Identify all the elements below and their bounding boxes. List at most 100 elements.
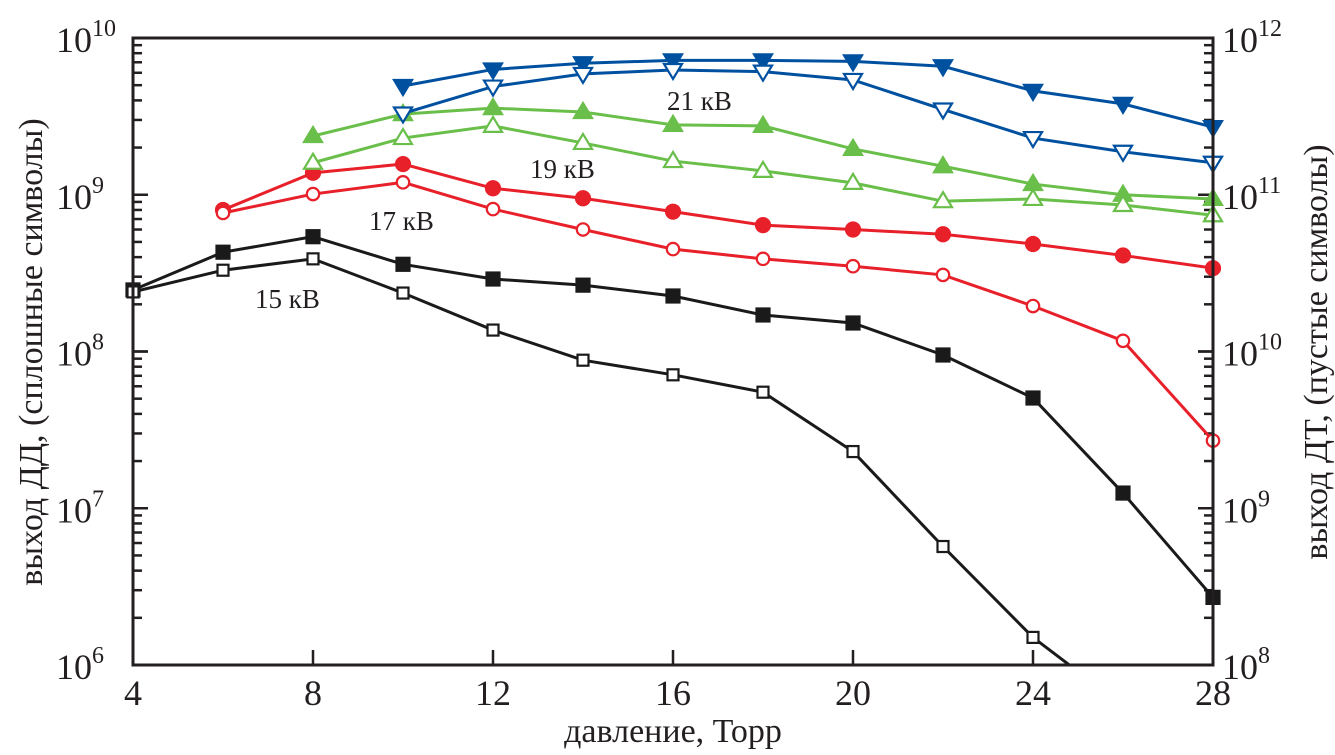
- data-point-triangle-down: [1022, 130, 1044, 150]
- y-left-tick-label: 107: [56, 486, 104, 530]
- data-point-circle: [665, 241, 681, 257]
- data-point-square: [215, 244, 231, 260]
- data-point-circle: [935, 267, 951, 283]
- data-point-square: [935, 347, 951, 363]
- x-tick-label: 4: [124, 673, 142, 713]
- data-point-circle: [575, 222, 591, 237]
- data-point-square: [1026, 630, 1040, 644]
- data-point-triangle-down: [842, 72, 864, 92]
- data-point-triangle-up: [1022, 187, 1044, 207]
- data-point-triangle-up: [302, 124, 324, 144]
- data-point-square: [485, 271, 501, 287]
- data-point-circle: [305, 186, 321, 202]
- data-point-triangle-up: [842, 137, 864, 157]
- x-tick-label: 12: [475, 673, 511, 713]
- y-left-tick-label: 106: [56, 643, 104, 687]
- y-right-tick-label: 1012: [1222, 16, 1282, 60]
- data-point-triangle-up: [572, 131, 594, 151]
- plot-frame: [131, 36, 1215, 667]
- y-left-tick-label: 1010: [56, 16, 116, 60]
- axis-ticks: [131, 36, 1215, 667]
- data-point-square: [756, 385, 770, 399]
- y-right-tick-label: 1010: [1222, 330, 1282, 374]
- data-point-circle: [934, 226, 952, 243]
- y-left-tick-label: 109: [56, 173, 104, 217]
- data-point-triangle-down: [1022, 83, 1044, 103]
- data-point-circle: [574, 190, 592, 207]
- data-point-triangle-up: [662, 149, 684, 169]
- annotation-17kv: 17 кВ: [369, 206, 434, 236]
- data-point-circle: [394, 155, 412, 173]
- data-point-triangle-down: [572, 66, 594, 86]
- data-point-square: [846, 444, 860, 459]
- series-line: [402, 58, 1213, 129]
- data-point-triangle-up: [572, 100, 594, 120]
- data-point-circle: [844, 221, 862, 238]
- data-point-triangle-up: [1112, 193, 1134, 213]
- y-right-tick-label: 109: [1222, 486, 1270, 530]
- data-point-square: [486, 323, 500, 337]
- data-point-triangle-up: [752, 159, 774, 178]
- data-point-square: [216, 263, 230, 277]
- data-point-circle: [395, 175, 411, 190]
- data-point-triangle-up: [482, 114, 504, 133]
- annotation-21kv: 21 кВ: [667, 86, 732, 116]
- data-point-triangle-down: [752, 64, 774, 83]
- data-point-square: [1025, 390, 1041, 406]
- data-point-square: [845, 315, 861, 331]
- markers-group: [125, 53, 1224, 644]
- data-point-circle: [1115, 333, 1131, 349]
- data-point-triangle-down: [752, 53, 774, 72]
- data-point-square: [305, 229, 321, 245]
- annotation-19kv: 19 кВ: [530, 154, 595, 184]
- data-point-circle: [754, 217, 772, 234]
- data-point-square: [395, 256, 411, 272]
- data-point-circle: [1025, 298, 1041, 314]
- data-point-circle: [1114, 247, 1132, 264]
- data-point-square: [396, 286, 410, 300]
- data-point-triangle-down: [932, 59, 954, 78]
- data-point-triangle-up: [662, 113, 684, 133]
- data-point-square: [575, 277, 591, 293]
- y-right-tick-label: 1011: [1222, 173, 1281, 217]
- data-point-square: [665, 288, 681, 304]
- data-point-circle: [845, 258, 861, 274]
- data-point-triangle-down: [392, 106, 414, 125]
- y-left-tick-label: 108: [56, 330, 104, 374]
- series-line: [222, 180, 1213, 442]
- data-point-circle: [215, 205, 231, 221]
- data-point-triangle-up: [392, 126, 414, 146]
- data-point-square: [306, 252, 320, 266]
- data-point-circle: [1024, 235, 1042, 253]
- data-point-square: [1115, 485, 1131, 501]
- data-point-triangle-down: [482, 62, 504, 81]
- data-point-triangle-down: [572, 56, 594, 75]
- data-point-triangle-down: [662, 53, 684, 72]
- y-axis-right-label: выход ДТ, (пустые символы): [1298, 144, 1335, 559]
- data-point-circle: [484, 180, 502, 197]
- x-axis-label: давление, Торр: [564, 713, 782, 750]
- x-tick-label: 16: [655, 673, 691, 713]
- data-point-triangle-up: [842, 171, 864, 191]
- annotation-15kv: 15 кВ: [255, 284, 320, 314]
- data-point-triangle-up: [932, 155, 954, 174]
- data-point-square: [666, 368, 680, 382]
- data-point-square: [755, 307, 771, 323]
- data-point-triangle-down: [662, 62, 684, 82]
- data-point-circle: [755, 251, 771, 267]
- data-point-square: [576, 353, 590, 367]
- data-point-triangle-down: [1112, 144, 1134, 163]
- data-point-square: [936, 539, 950, 554]
- y-axis-left-label: выход ДД, (сплошные символы): [13, 118, 50, 586]
- y-right-tick-label: 108: [1222, 643, 1270, 687]
- data-point-triangle-up: [302, 151, 324, 170]
- data-point-triangle-down: [482, 79, 504, 98]
- data-point-triangle-down: [842, 54, 864, 73]
- x-tick-label: 28: [1195, 673, 1231, 713]
- data-point-triangle-down: [392, 78, 414, 98]
- data-point-triangle-down: [932, 102, 954, 121]
- data-point-triangle-up: [932, 190, 954, 209]
- x-tick-label: 24: [1015, 673, 1051, 713]
- x-tick-label: 8: [304, 673, 322, 713]
